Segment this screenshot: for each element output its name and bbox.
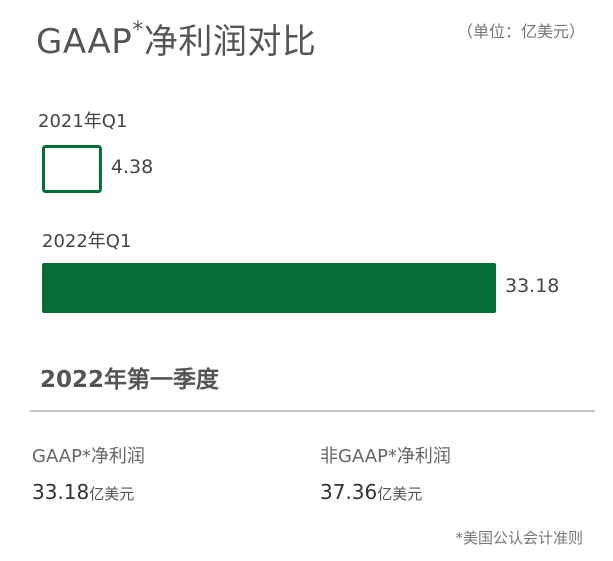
category-label-2021q1: 2021年Q1 [38,111,128,132]
metric-number-non-gaap: 37.36 [320,480,378,504]
bar-2022q1 [42,263,496,313]
value-label-2022q1: 33.18 [505,275,560,297]
metric-unit-gaap: 亿美元 [89,485,135,503]
title-asterisk: * [132,17,144,43]
metric-label-gaap: GAAP*净利润 [32,446,145,467]
metric-value-gaap: 33.18亿美元 [32,480,134,504]
bar-2021q1 [42,145,102,193]
category-label-2022q1: 2022年Q1 [42,231,132,252]
metric-number-gaap: 33.18 [32,480,90,504]
metric-value-non-gaap: 37.36亿美元 [320,480,422,504]
footnote: *美国公认会计准则 [455,529,583,547]
divider [30,410,595,412]
title-rest: 净利润对比 [143,22,317,62]
metric-unit-non-gaap: 亿美元 [377,485,423,503]
unit-label: （单位：亿美元） [456,22,585,41]
value-label-2021q1: 4.38 [110,156,154,178]
title-main: GAAP [36,22,133,62]
chart-title: GAAP*净利润对比 [36,14,316,63]
section-title: 2022年第一季度 [40,367,220,393]
metric-label-non-gaap: 非GAAP*净利润 [320,446,451,467]
